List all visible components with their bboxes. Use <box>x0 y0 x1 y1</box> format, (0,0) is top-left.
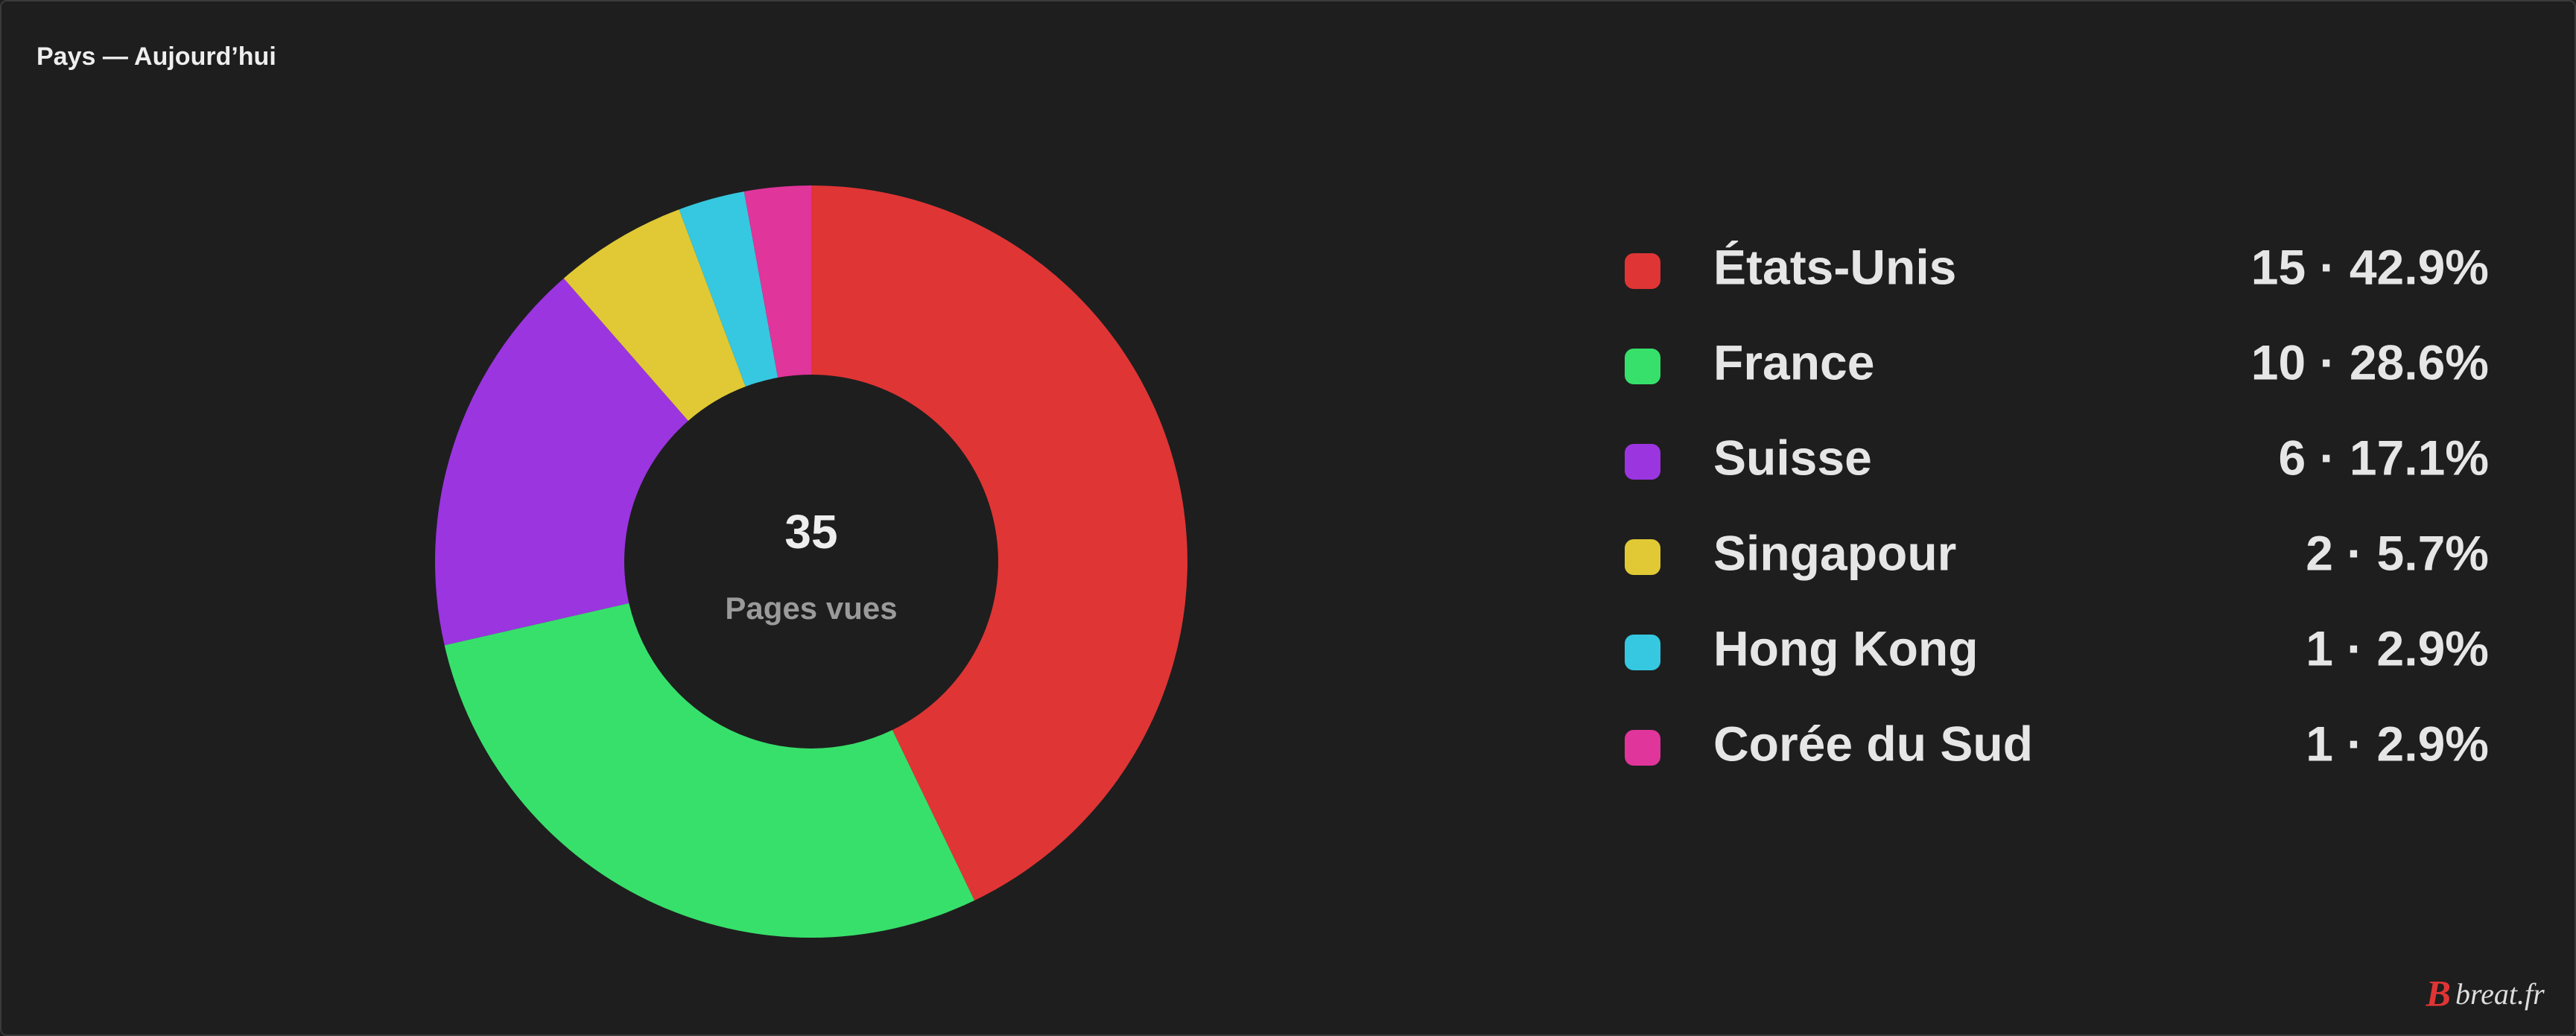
donut-slice <box>434 278 688 646</box>
legend-value: 6 · 17.1% <box>2279 430 2490 485</box>
donut-slice <box>811 185 1188 900</box>
center-value: 35 <box>784 505 837 559</box>
watermark-logo: B <box>2426 972 2451 1014</box>
donut-slice <box>743 185 811 378</box>
center-label: Pages vues <box>725 591 897 626</box>
legend-swatch <box>1625 349 1660 384</box>
legend-value: 1 · 2.9% <box>2306 716 2489 771</box>
legend-swatch <box>1625 730 1660 766</box>
legend-value: 15 · 42.9% <box>2251 239 2489 294</box>
chart-title: Pays — Aujourd’hui <box>37 42 276 71</box>
donut-slice <box>444 603 975 938</box>
legend-label: Singapour <box>1713 525 1956 580</box>
donut-slice <box>679 191 778 387</box>
legend-swatch <box>1625 539 1660 575</box>
legend-swatch <box>1625 253 1660 289</box>
legend-swatch <box>1625 635 1660 670</box>
legend-value: 2 · 5.7% <box>2306 525 2489 580</box>
legend-label: États-Unis <box>1713 239 1956 294</box>
watermark-text: breat.fr <box>2455 977 2545 1011</box>
donut-slice <box>563 209 746 421</box>
legend-label: France <box>1713 334 1874 390</box>
legend-label: Hong Kong <box>1713 620 1979 676</box>
legend-label: Suisse <box>1713 430 1872 485</box>
legend-value: 1 · 2.9% <box>2306 620 2489 676</box>
legend-label: Corée du Sud <box>1713 716 2033 771</box>
legend-value: 10 · 28.6% <box>2251 334 2489 390</box>
legend-swatch <box>1625 444 1660 480</box>
